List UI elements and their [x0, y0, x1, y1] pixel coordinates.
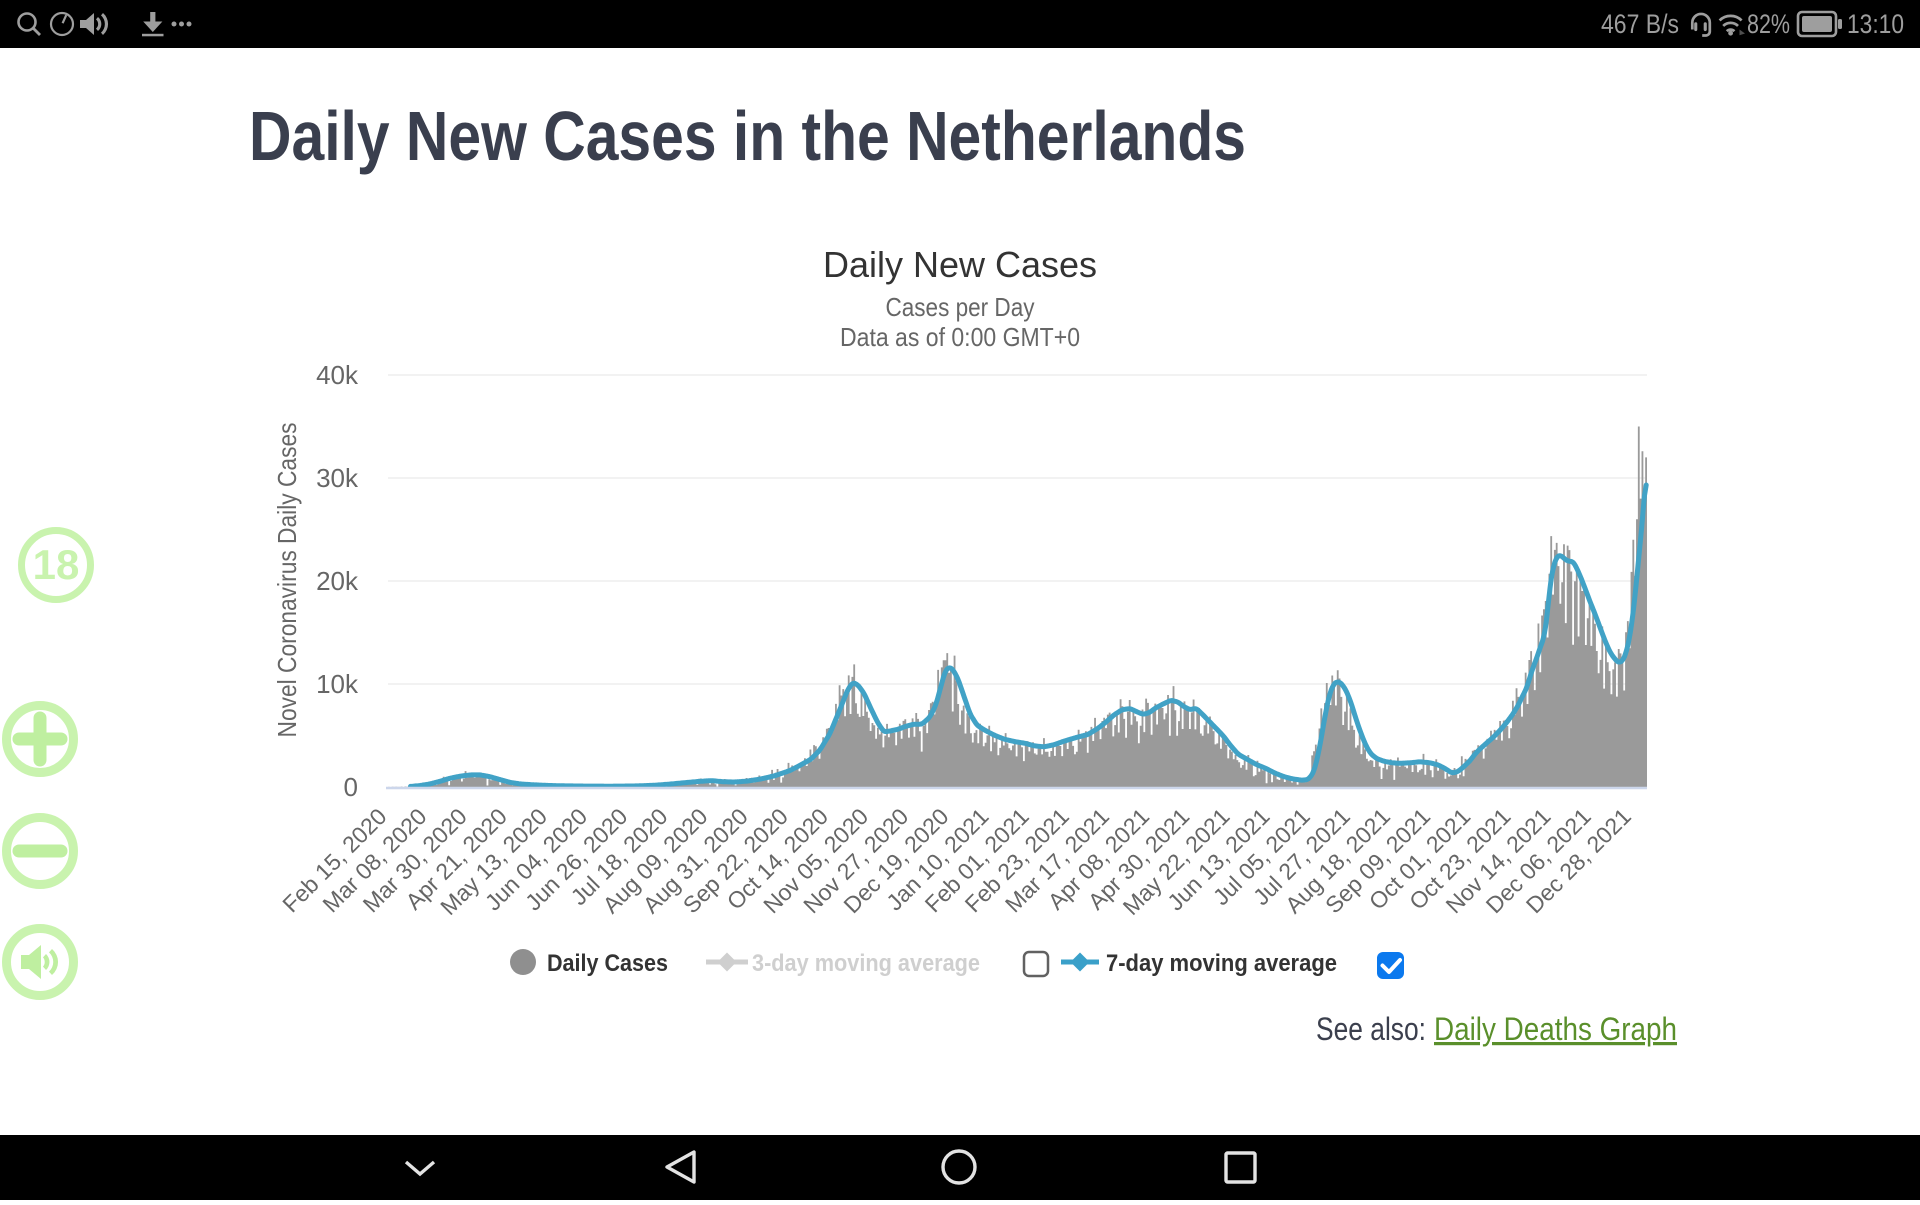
svg-text:Daily New Cases in the Netherl: Daily New Cases in the Netherlands — [249, 97, 1246, 175]
svg-text:30k: 30k — [316, 463, 359, 493]
svg-text:Daily New Cases: Daily New Cases — [823, 244, 1097, 285]
svg-text:Daily Cases: Daily Cases — [547, 950, 668, 977]
svg-text:7-day moving average: 7-day moving average — [1106, 950, 1337, 977]
svg-text:0: 0 — [344, 772, 358, 802]
svg-text:40k: 40k — [316, 360, 359, 390]
svg-text:See also:: See also: — [1316, 1011, 1426, 1047]
svg-text:Novel Coronavirus Daily Cases: Novel Coronavirus Daily Cases — [272, 423, 302, 738]
svg-text:20k: 20k — [316, 566, 359, 596]
svg-text:Cases per Day: Cases per Day — [886, 292, 1035, 322]
svg-text:82%: 82% — [1747, 9, 1790, 39]
svg-text:Data as of 0:00 GMT+0: Data as of 0:00 GMT+0 — [840, 322, 1080, 352]
svg-text:3-day moving average: 3-day moving average — [752, 950, 980, 977]
svg-text:10k: 10k — [316, 669, 359, 699]
svg-text:Daily Deaths Graph: Daily Deaths Graph — [1434, 1011, 1677, 1047]
svg-text:467 B/s: 467 B/s — [1601, 9, 1679, 39]
svg-text:13:10: 13:10 — [1847, 9, 1904, 39]
